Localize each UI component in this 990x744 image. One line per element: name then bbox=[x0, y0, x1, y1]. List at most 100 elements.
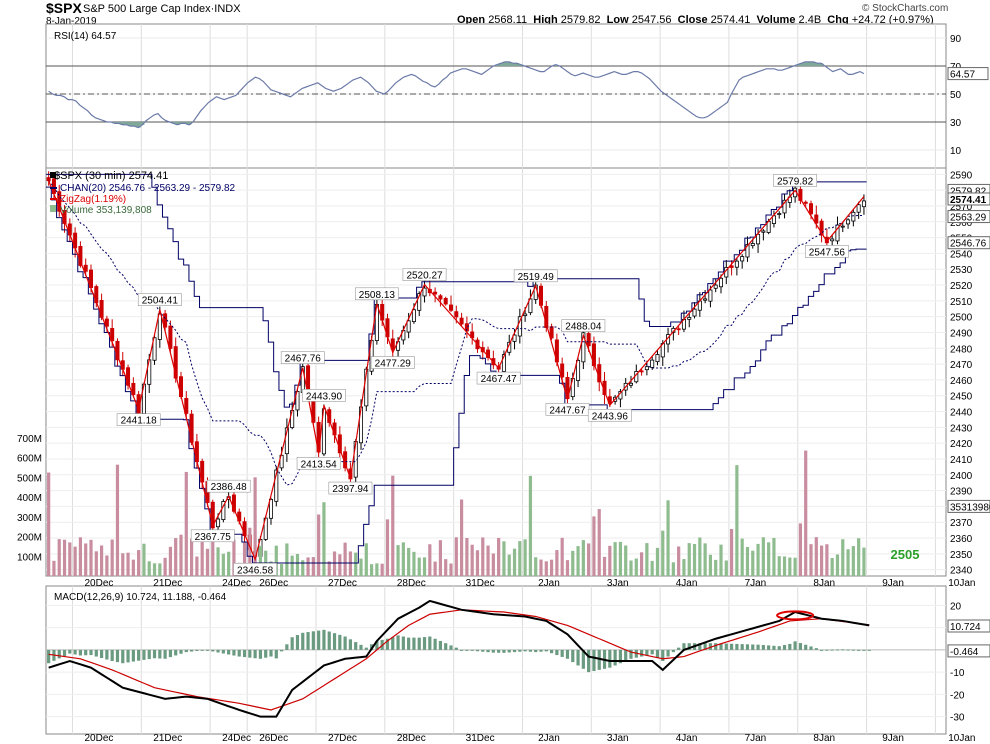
macd-histogram-bar bbox=[285, 644, 289, 650]
macd-histogram-bar bbox=[470, 649, 474, 651]
macd-histogram-bar bbox=[862, 649, 866, 651]
candle-body bbox=[719, 277, 724, 288]
pivot-label: 2441.18 bbox=[121, 416, 158, 427]
volume-bar bbox=[62, 539, 67, 576]
macd-histogram-bar bbox=[449, 645, 453, 650]
pivot-label: 2488.04 bbox=[565, 322, 602, 333]
volume-bar bbox=[433, 561, 437, 576]
volume-bar bbox=[565, 560, 570, 576]
volume-bar bbox=[105, 555, 109, 576]
candle-body bbox=[216, 518, 221, 528]
candle-body bbox=[644, 366, 649, 371]
macd-histogram-bar bbox=[751, 644, 755, 650]
price-tick-label: 2430 bbox=[950, 423, 973, 434]
macd-date-label: 10Jan bbox=[948, 733, 975, 744]
volume-bar bbox=[650, 560, 654, 576]
price-last-label: 2563.29 bbox=[950, 213, 987, 224]
price-legend-zigzag: ZigZag(1.19%) bbox=[60, 194, 126, 205]
price-tick-label: 2480 bbox=[950, 344, 973, 355]
volume-bar bbox=[274, 545, 278, 576]
volume-bar bbox=[73, 546, 77, 576]
volume-bar bbox=[380, 563, 384, 576]
price-last-box bbox=[947, 210, 990, 224]
volume-bar bbox=[512, 548, 517, 576]
volume-bar bbox=[258, 545, 263, 576]
volume-bar bbox=[401, 542, 405, 576]
volume-bar bbox=[465, 537, 469, 576]
volume-bar bbox=[825, 544, 829, 576]
macd-histogram-bar bbox=[798, 643, 803, 650]
volume-bar bbox=[655, 547, 660, 576]
volume-bar bbox=[84, 543, 88, 576]
pivot-label-box bbox=[804, 245, 849, 258]
pivot-label-box bbox=[402, 268, 447, 281]
price-tick-label: 2350 bbox=[950, 550, 973, 561]
volume-bar bbox=[216, 547, 220, 576]
macd-date-label: 28Dec bbox=[397, 733, 426, 744]
price-date-label: 27Dec bbox=[328, 578, 357, 589]
macd-tick-label: -20 bbox=[950, 690, 965, 701]
volume-bar bbox=[385, 519, 390, 576]
volume-bar bbox=[428, 544, 432, 576]
channel-middle bbox=[48, 180, 864, 486]
volume-bar bbox=[253, 477, 257, 576]
macd-histogram-bar bbox=[507, 649, 511, 653]
pivot-label-box bbox=[773, 174, 818, 187]
macd-date-label: 4Jan bbox=[676, 733, 698, 744]
pivot-label-box bbox=[137, 293, 182, 306]
macd-histogram-bar bbox=[327, 631, 331, 650]
volume-bar bbox=[767, 542, 771, 576]
pivot-label-box bbox=[116, 413, 161, 426]
pivot-label: 2367.75 bbox=[195, 532, 232, 543]
price-date-label: 4Jan bbox=[676, 578, 698, 589]
candle-body bbox=[703, 298, 708, 301]
volume-bar bbox=[200, 537, 204, 576]
macd-date-label: 2Jan bbox=[538, 733, 560, 744]
macd-histogram-bar bbox=[422, 637, 427, 650]
macd-hist-last-value: -0.464 bbox=[950, 647, 979, 658]
candle-body bbox=[152, 337, 157, 361]
volume-bar bbox=[851, 546, 855, 576]
volume-bar bbox=[359, 558, 363, 576]
volume-bar bbox=[369, 564, 374, 576]
macd-histogram-bar bbox=[729, 643, 734, 650]
low-value: 2547.56 bbox=[631, 14, 672, 26]
candle-body bbox=[268, 498, 273, 519]
candle-body bbox=[750, 243, 755, 247]
macd-histogram-bar bbox=[158, 649, 162, 659]
volume-bar bbox=[624, 545, 628, 576]
volume-bar bbox=[285, 543, 289, 576]
price-date-label: 31Dec bbox=[466, 578, 495, 589]
pivot-label-box bbox=[587, 408, 632, 422]
macd-histogram-bar bbox=[131, 649, 135, 662]
volume-bar bbox=[52, 560, 56, 576]
volume-bar bbox=[375, 563, 379, 576]
volume-bar bbox=[179, 534, 183, 576]
open-label: Open bbox=[457, 14, 486, 26]
macd-legend: MACD(12,26,9) 10.724, 11.188, -0.464 bbox=[54, 592, 227, 603]
volume-bar bbox=[539, 559, 543, 576]
candle-body bbox=[104, 318, 109, 327]
volume-bar bbox=[57, 539, 61, 576]
price-last-box bbox=[947, 499, 990, 513]
volume-bar bbox=[110, 539, 114, 576]
candle-body bbox=[756, 233, 761, 245]
price-tick-label: 2470 bbox=[950, 360, 973, 371]
candle-body bbox=[549, 326, 554, 339]
macd-histogram-bar bbox=[767, 645, 771, 650]
volume-bar bbox=[158, 563, 162, 576]
macd-histogram-bar bbox=[306, 632, 310, 650]
price-date-label: 28Dec bbox=[397, 578, 426, 589]
volume-bar bbox=[348, 551, 353, 576]
low-label: Low bbox=[606, 14, 629, 26]
candle-body bbox=[126, 367, 131, 386]
volume-bar bbox=[491, 553, 495, 576]
open-value: 2568.11 bbox=[488, 14, 528, 26]
volume-bar bbox=[227, 551, 231, 576]
rsi-tick-label: 90 bbox=[950, 34, 962, 45]
price-tick-label: 2570 bbox=[950, 202, 973, 213]
price-last-label: 2546.76 bbox=[950, 239, 987, 250]
candle-body bbox=[512, 334, 517, 342]
price-date-label: 10Jan bbox=[948, 578, 975, 589]
